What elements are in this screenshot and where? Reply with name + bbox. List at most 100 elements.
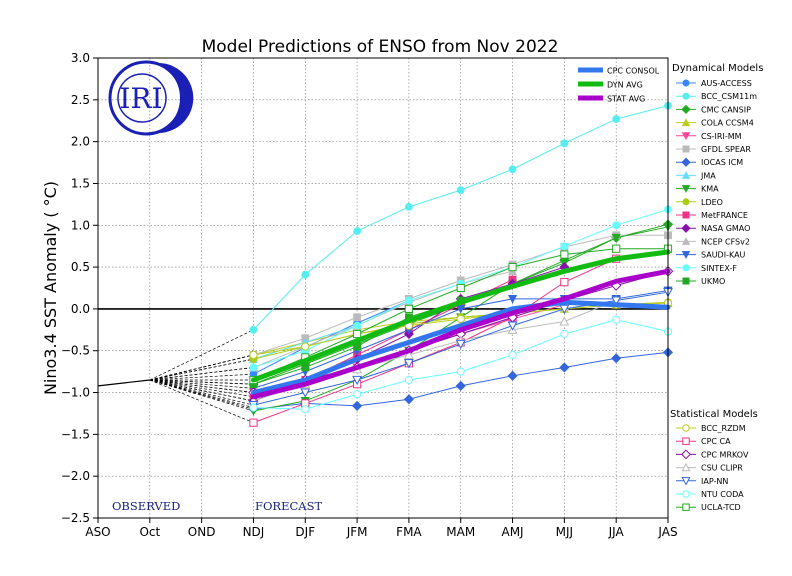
- x-tick-label: ASO: [85, 525, 110, 539]
- x-tick-label: OND: [188, 525, 216, 539]
- avg-legend-label-dyn-avg: DYN AVG: [607, 81, 643, 90]
- plot-area: ASO Oct OND NDJ DJF JFM FMA MAM AMJ MJJ JJA JAS −2.5…: [61, 51, 678, 539]
- data-point-iocas-icm: [403, 394, 414, 405]
- dyn-legend-label-bcc-csm11m: BCC_CSM11m: [701, 92, 757, 101]
- stat-legend-swatch-marker-csu-clipr: [681, 462, 691, 472]
- iri-logo-crescent: [150, 63, 194, 133]
- stat-legend-swatch-marker-bcc-rzdm: [682, 424, 690, 432]
- observed-label: OBSERVED: [112, 499, 180, 513]
- plot-frame: [98, 58, 668, 518]
- data-point-bcc-csm11m: [612, 115, 621, 123]
- data-point-ntu-coda: [612, 315, 621, 324]
- data-point-bcc-csm11m: [353, 227, 361, 236]
- dyn-legend-label-kma: KMA: [701, 185, 719, 194]
- iri-logo-inner: [117, 73, 167, 123]
- dyn-legend-label-saudi-kau: SAUDI-KAU: [701, 251, 746, 260]
- dyn-legend-swatch-marker-cs-iri-mm: [681, 132, 691, 141]
- stat-legend-swatch-marker-ntu-coda: [682, 490, 690, 498]
- data-point-sintex-f: [405, 296, 413, 305]
- stat-legend-label-bcc-rzdm: BCC_RZDM: [701, 424, 746, 433]
- stat-legend-swatch-marker-iap-nn: [681, 477, 691, 486]
- data-point-bcc-rzdm: [249, 350, 258, 360]
- data-point-iap-nn: [559, 304, 570, 315]
- plot-border: [97, 57, 669, 519]
- y-tick-label: −2.0: [61, 469, 90, 483]
- data-point-iap-nn: [403, 359, 414, 369]
- data-point-cpc-ca: [249, 418, 258, 427]
- observed-series: [97, 379, 150, 387]
- dyn-legend-label-jma: JMA: [700, 171, 716, 180]
- x-tick-label: JFM: [346, 525, 368, 539]
- dyn-legend-swatch-marker-bcc-csm11m: [682, 92, 690, 100]
- avg-line-cpc-consol: [250, 299, 671, 396]
- y-tick-label: 0.5: [71, 260, 90, 274]
- forecast-label: FORECAST: [255, 499, 322, 513]
- plume-connector-cpc-mrkov: [149, 379, 254, 393]
- dynamical-legend-title: Dynamical Models: [672, 63, 763, 74]
- dyn-legend-swatch-marker-kma: [681, 185, 691, 193]
- plume-connector-aus-access: [149, 373, 254, 381]
- plume-connector-ukmo: [149, 379, 254, 385]
- avg-line-dyn-avg: [250, 249, 671, 383]
- x-tick-label: NDJ: [243, 525, 265, 539]
- dyn-legend-label-nasa-gmao: NASA GMAO: [701, 224, 750, 233]
- series-ucla-tcd: [249, 244, 673, 385]
- plume-connector-csu-clipr: [149, 379, 254, 402]
- data-point-saudi-kau: [456, 305, 466, 314]
- stat-legend-label-ntu-coda: NTU CODA: [701, 490, 744, 499]
- y-tick-label: −0.5: [61, 344, 90, 358]
- axis-ticks: ASO Oct OND NDJ DJF JFM FMA MAM AMJ MJJ JJA JAS −2.5…: [61, 51, 678, 539]
- data-point-bcc-csm11m: [301, 270, 310, 279]
- series-bcc-csm11m: [249, 101, 672, 334]
- avg-legend-label-cpc-consol: CPC CONSOL: [607, 67, 660, 76]
- x-tick-label: JJA: [608, 525, 625, 539]
- x-tick-label: MAM: [446, 525, 475, 539]
- y-tick-label: −1.5: [61, 427, 90, 441]
- data-point-bcc-rzdm: [456, 314, 465, 324]
- dyn-legend-swatch-marker-ukmo: [682, 277, 690, 285]
- dyn-legend-swatch-marker-cmc-cansip: [681, 104, 691, 115]
- x-tick-label: Oct: [139, 525, 160, 539]
- stat-legend-swatch-marker-cpc-ca: [682, 437, 690, 445]
- dyn-legend-swatch-marker-iocas-icm: [681, 157, 691, 167]
- data-point-iocas-icm: [611, 353, 622, 364]
- dyn-legend-label-gfdl-spear: GFDL SPEAR: [701, 145, 751, 154]
- y-tick-label: 2.0: [71, 135, 90, 149]
- dyn-legend-swatch-marker-nasa-gmao: [681, 223, 691, 233]
- data-point-ucla-tcd: [612, 244, 621, 253]
- series-line-aus-access: [253, 300, 410, 375]
- dyn-legend-swatch-marker-metfrance: [682, 211, 690, 219]
- observed-line: [97, 379, 150, 387]
- data-point-bcc-csm11m: [249, 325, 258, 334]
- plume-connector-cpc-ca: [149, 379, 254, 423]
- data-point-ucla-tcd: [456, 283, 465, 293]
- data-point-iap-nn: [352, 375, 363, 386]
- plume-connector-sintex-f: [149, 367, 254, 381]
- data-point-bcc-csm11m: [405, 202, 413, 211]
- dyn-legend-swatch-marker-aus-access: [682, 79, 690, 87]
- series-line-ncep-cfsv2: [253, 270, 513, 368]
- data-point-sintex-f: [560, 242, 569, 251]
- data-point-ntu-coda: [456, 367, 465, 376]
- data-point-ntu-coda: [404, 375, 414, 385]
- x-tick-label: DJF: [295, 525, 315, 539]
- avg-legend-label-stat-avg: STAT AVG: [607, 95, 645, 104]
- dyn-legend-label-metfrance: MetFRANCE: [701, 211, 748, 220]
- data-point-ukmo: [301, 363, 310, 372]
- data-point-sintex-f: [353, 321, 361, 330]
- data-point-ucla-tcd: [508, 262, 517, 272]
- iri-logo-text: IRI: [119, 82, 162, 115]
- x-tick-label: MJJ: [556, 525, 573, 539]
- data-point-ntu-coda: [301, 405, 310, 414]
- statistical-models-legend: Statistical Models BCC_RZDM CPC CA CPC MRK…: [670, 409, 758, 512]
- avg-line-stat-avg: [250, 268, 671, 400]
- dyn-legend-swatch-marker-cola-ccsm4: [681, 118, 691, 127]
- data-point-ntu-coda: [249, 403, 258, 412]
- data-point-sintex-f: [249, 363, 258, 372]
- data-point-iap-nn: [455, 339, 466, 350]
- stat-legend-swatch-marker-cpc-mrkov: [681, 449, 691, 460]
- dynamical-models-legend: Dynamical Models AUS-ACCESS BCC_CSM11m CMC…: [672, 63, 763, 286]
- data-point-bcc-rzdm: [301, 342, 310, 351]
- data-point-iocas-icm: [507, 370, 518, 381]
